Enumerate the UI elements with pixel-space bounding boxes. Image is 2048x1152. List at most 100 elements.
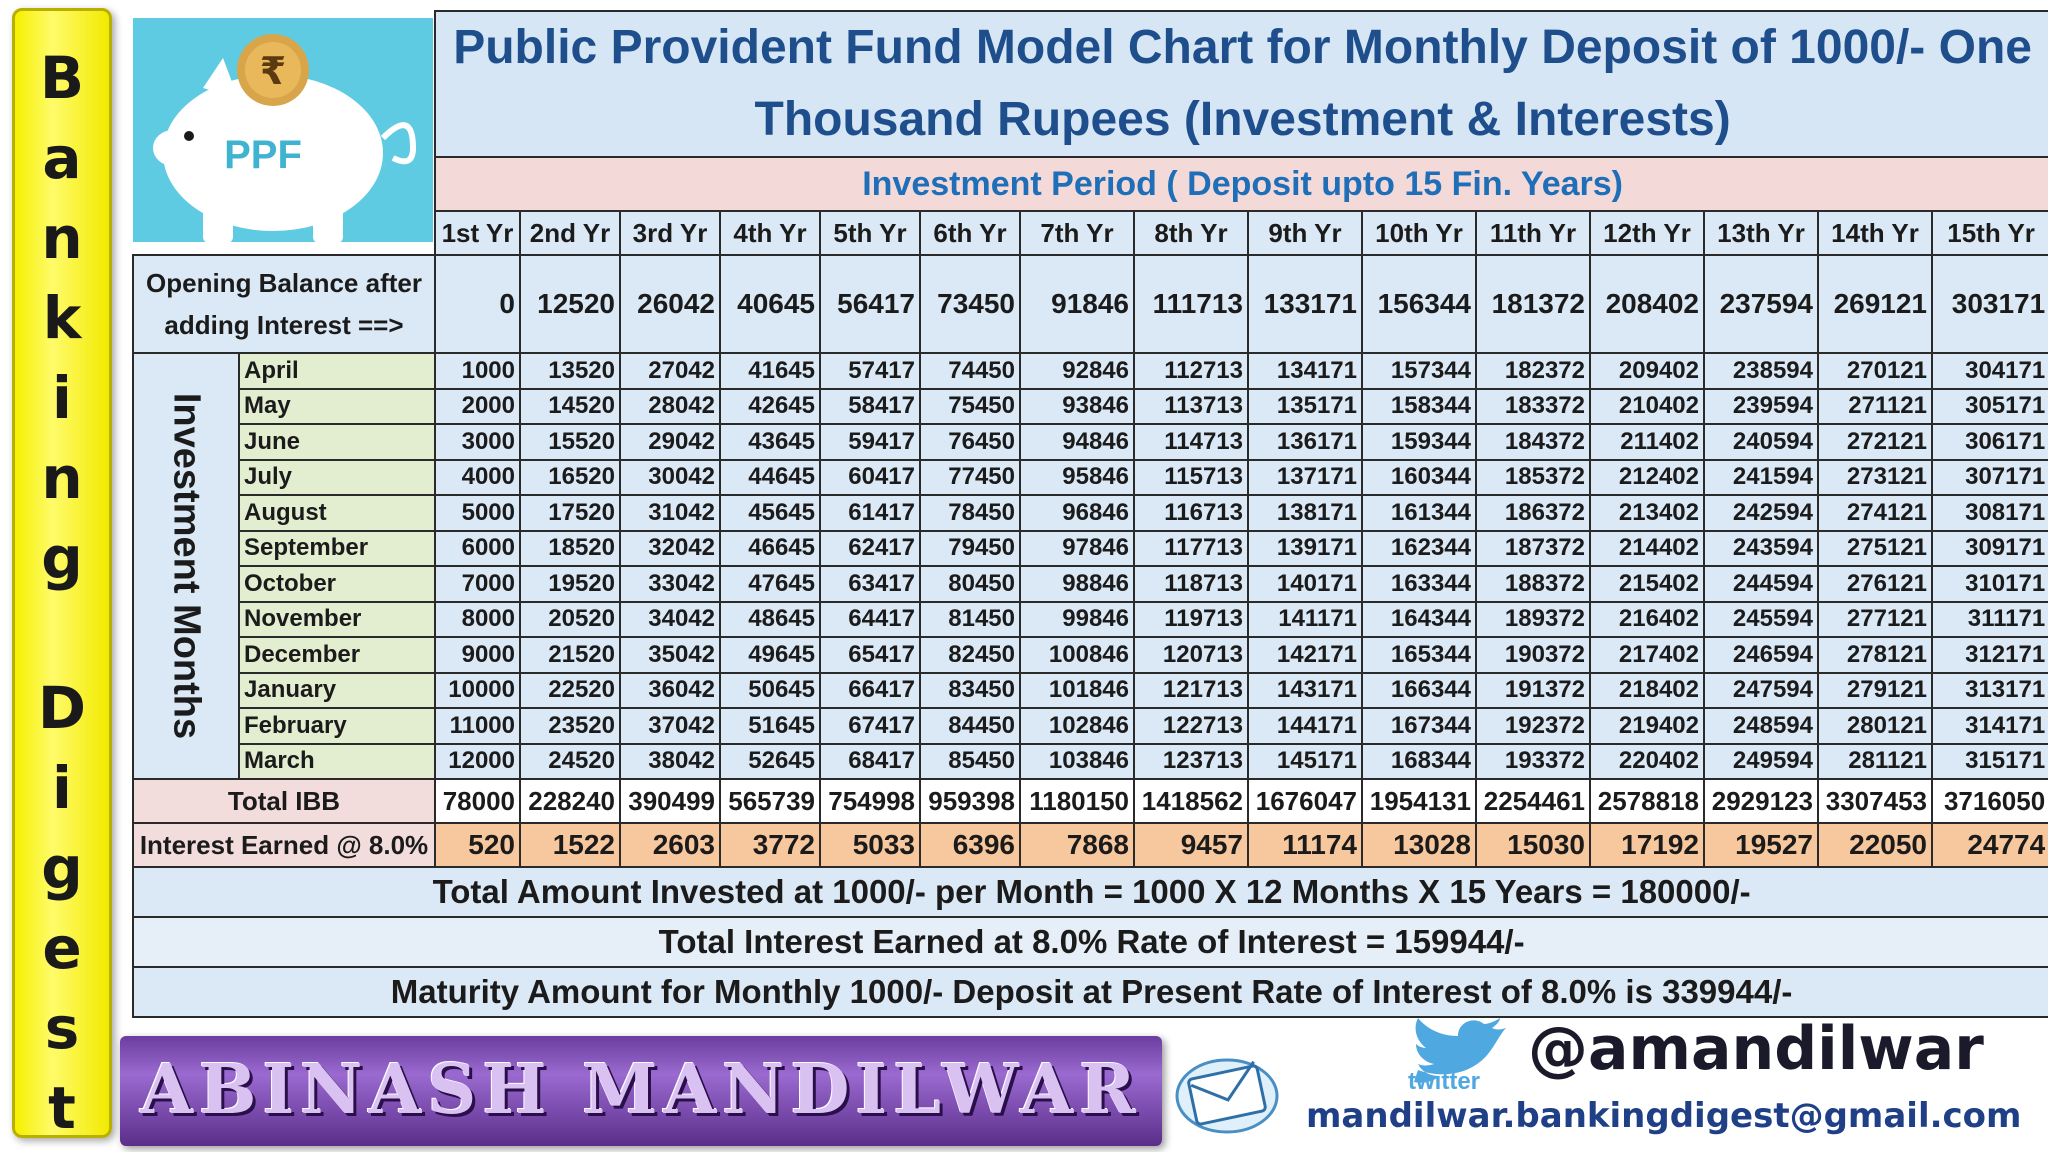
balance-cell: 248594 — [1703, 707, 1819, 745]
total-ibb-label: Total IBB — [132, 778, 436, 824]
interest-earned-value: 24774 — [1930, 822, 2048, 868]
balance-cell: 44645 — [719, 458, 821, 496]
balance-cell: 137171 — [1247, 458, 1363, 496]
balance-cell: 246594 — [1703, 636, 1819, 674]
interest-earned-value: 19527 — [1703, 822, 1819, 868]
balance-cell: 38042 — [619, 742, 721, 780]
balance-cell: 315171 — [1930, 742, 2048, 780]
balance-cell: 187372 — [1475, 529, 1591, 567]
balance-cell: 214402 — [1589, 529, 1705, 567]
balance-cell: 163344 — [1361, 565, 1477, 603]
balance-cell: 2000 — [434, 387, 521, 425]
opening-balance-value: 156344 — [1361, 254, 1477, 354]
interest-earned-value: 2603 — [619, 822, 721, 868]
opening-balance-value: 181372 — [1475, 254, 1591, 354]
balance-cell: 220402 — [1589, 742, 1705, 780]
twitter-handle[interactable]: @amandilwar — [1528, 1014, 1984, 1084]
balance-cell: 77450 — [919, 458, 1021, 496]
balance-cell: 312171 — [1930, 636, 2048, 674]
balance-cell: 97846 — [1019, 529, 1135, 567]
total-interest-summary: Total Interest Earned at 8.0% Rate of In… — [131, 916, 2048, 968]
balance-cell: 121713 — [1133, 671, 1249, 709]
summary-row: Total Amount Invested at 1000/- per Mont… — [131, 866, 2048, 918]
balance-cell: 307171 — [1930, 458, 2048, 496]
balance-cell: 58417 — [819, 387, 921, 425]
balance-cell: 144171 — [1247, 707, 1363, 745]
balance-cell: 122713 — [1133, 707, 1249, 745]
balance-cell: 142171 — [1247, 636, 1363, 674]
balance-cell: 275121 — [1817, 529, 1933, 567]
balance-cell: 66417 — [819, 671, 921, 709]
opening-balance-value: 91846 — [1019, 254, 1135, 354]
twitter-bird-icon — [1414, 1018, 1506, 1083]
balance-cell: 33042 — [619, 565, 721, 603]
balance-cell: 8000 — [434, 600, 521, 638]
summary-row: Total Interest Earned at 8.0% Rate of In… — [131, 916, 2048, 968]
balance-cell: 51645 — [719, 707, 821, 745]
table-row: July 4000 16520 30042 44645 60417 77450 95846 11… — [133, 458, 2048, 496]
month-label: January — [238, 671, 436, 709]
interest-earned-value: 520 — [434, 822, 521, 868]
year-header: 10th Yr — [1361, 210, 1477, 256]
balance-cell: 138171 — [1247, 494, 1363, 532]
contact-email[interactable]: mandilwar.bankingdigest@gmail.com — [1306, 1096, 2022, 1136]
table-row: March 12000 24520 38042 52645 68417 85450 10384… — [133, 742, 2048, 780]
balance-cell: 162344 — [1361, 529, 1477, 567]
interest-earned-value: 15030 — [1475, 822, 1591, 868]
balance-cell: 141171 — [1247, 600, 1363, 638]
banner-letter: i — [52, 364, 72, 432]
table-row: Total IBB 78000 228240 390499 565739 754998 95… — [132, 778, 2048, 824]
table-row: January 10000 22520 36042 50645 66417 83450 101… — [133, 671, 2048, 709]
balance-cell: 245594 — [1703, 600, 1819, 638]
balance-cell: 279121 — [1817, 671, 1933, 709]
balance-cell: 100846 — [1019, 636, 1135, 674]
balance-cell: 43645 — [719, 423, 821, 461]
balance-cell: 191372 — [1475, 671, 1591, 709]
balance-cell: 272121 — [1817, 423, 1933, 461]
balance-cell: 209402 — [1589, 352, 1705, 390]
balance-cell: 13520 — [519, 352, 621, 390]
opening-balance-label: Opening Balance after adding Interest ==… — [132, 254, 436, 354]
piggy-bank-icon: ₹ PPF — [133, 18, 433, 243]
total-ibb-value: 390499 — [619, 778, 721, 824]
year-header: 9th Yr — [1247, 210, 1363, 256]
balance-cell: 98846 — [1019, 565, 1135, 603]
year-header: 8th Yr — [1133, 210, 1249, 256]
balance-cell: 75450 — [919, 387, 1021, 425]
month-label: August — [238, 494, 436, 532]
balance-cell: 28042 — [619, 387, 721, 425]
balance-cell: 22520 — [519, 671, 621, 709]
balance-cell: 42645 — [719, 387, 821, 425]
banner-letter: s — [44, 994, 80, 1062]
balance-cell: 116713 — [1133, 494, 1249, 532]
balance-cell: 112713 — [1133, 352, 1249, 390]
month-label: April — [238, 352, 436, 390]
balance-cell: 23520 — [519, 707, 621, 745]
year-header: 2nd Yr — [519, 210, 621, 256]
balance-cell: 304171 — [1930, 352, 2048, 390]
balance-cell: 143171 — [1247, 671, 1363, 709]
balance-cell: 276121 — [1817, 565, 1933, 603]
table-row: December 9000 21520 35042 49645 65417 82450 100… — [133, 636, 2048, 674]
balance-cell: 135171 — [1247, 387, 1363, 425]
balance-cell: 215402 — [1589, 565, 1705, 603]
total-ibb-value: 1180150 — [1019, 778, 1135, 824]
balance-cell: 6000 — [434, 529, 521, 567]
opening-balance-value: 73450 — [919, 254, 1021, 354]
balance-cell: 47645 — [719, 565, 821, 603]
balance-cell: 52645 — [719, 742, 821, 780]
balance-cell: 182372 — [1475, 352, 1591, 390]
balance-cell: 61417 — [819, 494, 921, 532]
balance-cell: 60417 — [819, 458, 921, 496]
table-row: Investment Months April 1000 13520 27042 4164… — [132, 352, 2048, 780]
total-ibb-value: 2578818 — [1589, 778, 1705, 824]
balance-cell: 15520 — [519, 423, 621, 461]
balance-cell: 32042 — [619, 529, 721, 567]
balance-cell: 160344 — [1361, 458, 1477, 496]
balance-cell: 145171 — [1247, 742, 1363, 780]
balance-cell: 165344 — [1361, 636, 1477, 674]
opening-balance-value: 12520 — [519, 254, 621, 354]
balance-cell: 306171 — [1930, 423, 2048, 461]
balance-cell: 63417 — [819, 565, 921, 603]
